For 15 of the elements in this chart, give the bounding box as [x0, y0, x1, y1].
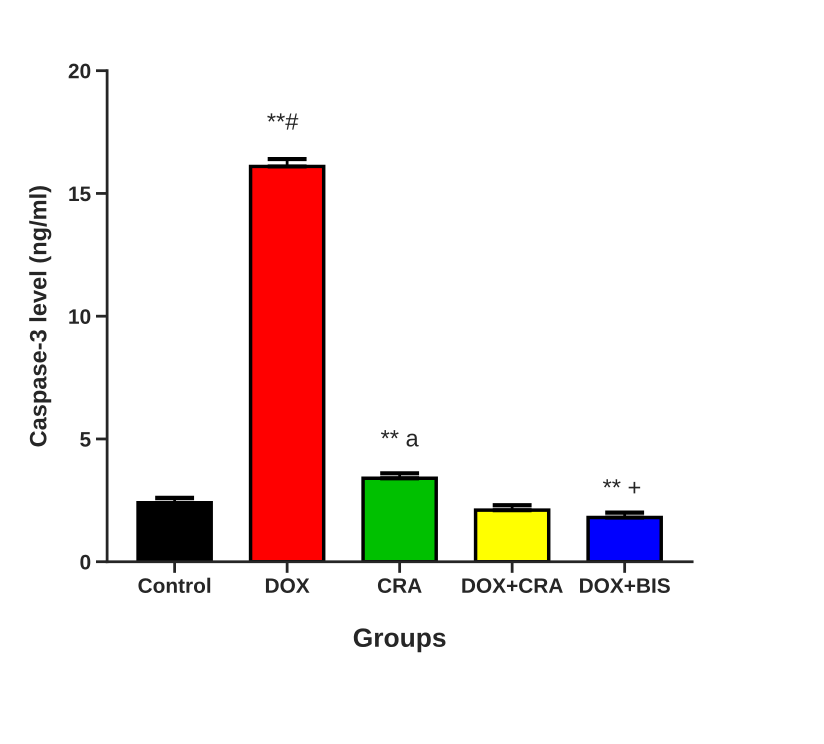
x-tick-label: Control	[138, 578, 210, 593]
x-tick-label: DOX+CRA	[462, 578, 563, 593]
y-tick-label: 20	[68, 64, 90, 78]
annotation: **#	[267, 113, 298, 130]
annotation: ** +	[602, 479, 640, 494]
x-tick-label: CRA	[378, 578, 422, 593]
x-tick-label: DOX	[266, 578, 310, 593]
y-tick-label: 10	[69, 309, 90, 324]
y-tick-label: 15	[69, 186, 91, 202]
x-tick-label: DOX+BIS	[580, 578, 670, 593]
annotation: ** a	[380, 430, 419, 447]
y-axis-title: Caspase-3 level (ng/ml)	[29, 186, 52, 446]
x-axis-title: Groups	[354, 628, 446, 652]
y-tick-label: 5	[80, 432, 91, 447]
y-tick-label: 0	[80, 554, 90, 570]
